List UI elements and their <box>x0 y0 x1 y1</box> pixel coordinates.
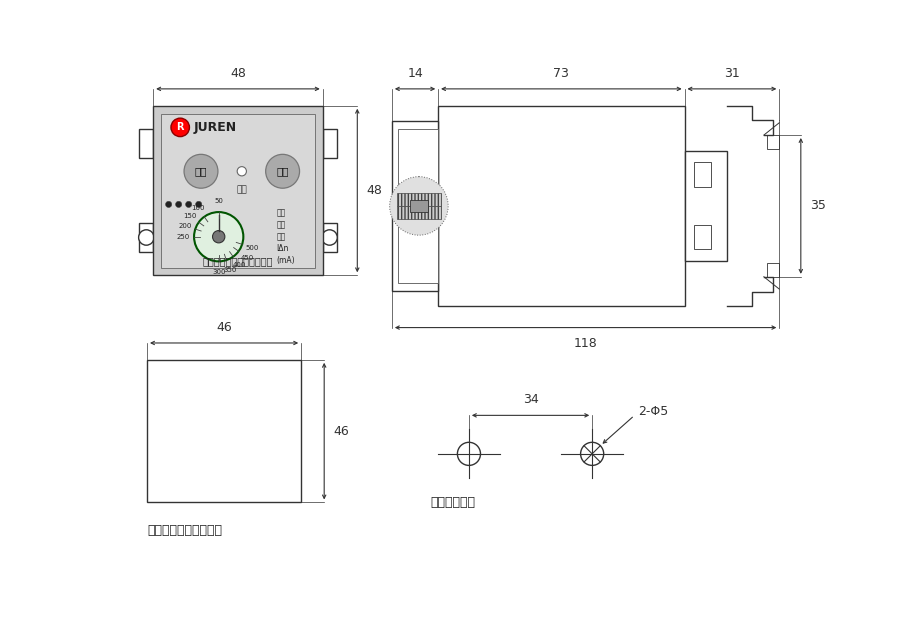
Text: 嵌入式面板开孔尺寸图: 嵌入式面板开孔尺寸图 <box>147 524 222 537</box>
Bar <box>438 106 685 306</box>
Text: 上海聚仁电力科技有限公司: 上海聚仁电力科技有限公司 <box>202 256 274 266</box>
Text: 73: 73 <box>554 66 570 80</box>
Circle shape <box>390 177 448 235</box>
Circle shape <box>185 202 192 207</box>
Text: 46: 46 <box>333 425 349 438</box>
Bar <box>140 223 153 252</box>
Text: 300: 300 <box>212 269 225 275</box>
Bar <box>397 193 441 206</box>
Text: 250: 250 <box>176 234 190 240</box>
Bar <box>398 129 438 283</box>
Text: 400: 400 <box>233 262 247 269</box>
Bar <box>153 106 322 275</box>
Bar <box>410 200 428 212</box>
Text: 动作: 动作 <box>237 185 248 194</box>
Circle shape <box>457 442 481 465</box>
Text: 试验: 试验 <box>276 167 289 176</box>
Text: JUREN: JUREN <box>194 121 238 134</box>
Circle shape <box>195 202 202 207</box>
Bar <box>685 151 727 261</box>
Circle shape <box>194 212 243 262</box>
Text: 200: 200 <box>178 223 192 229</box>
Bar <box>694 225 711 249</box>
Bar <box>767 263 779 277</box>
Circle shape <box>212 230 225 243</box>
Text: 2-Φ5: 2-Φ5 <box>638 405 669 418</box>
Text: 34: 34 <box>523 393 538 406</box>
Bar <box>397 206 441 219</box>
Circle shape <box>266 154 300 188</box>
Text: 150: 150 <box>184 213 197 219</box>
Text: 50: 50 <box>214 198 223 204</box>
Text: 14: 14 <box>407 66 423 80</box>
Circle shape <box>238 167 247 176</box>
Text: 48: 48 <box>366 184 382 197</box>
Text: 450: 450 <box>240 255 254 260</box>
Bar <box>392 121 438 291</box>
Bar <box>140 129 153 158</box>
Text: 35: 35 <box>810 200 826 212</box>
Circle shape <box>171 118 189 137</box>
Text: 118: 118 <box>573 337 598 350</box>
Bar <box>322 223 337 252</box>
Text: 复位: 复位 <box>194 167 207 176</box>
Circle shape <box>184 154 218 188</box>
Text: 31: 31 <box>724 66 740 80</box>
Text: 固定式尺寸图: 固定式尺寸图 <box>430 496 475 509</box>
Text: 100: 100 <box>191 205 204 211</box>
Bar <box>767 135 779 149</box>
Text: 46: 46 <box>216 321 232 334</box>
Bar <box>694 163 711 187</box>
Text: 48: 48 <box>230 66 246 80</box>
Text: R: R <box>176 122 184 132</box>
Bar <box>322 129 337 158</box>
Circle shape <box>176 202 182 207</box>
Circle shape <box>166 202 172 207</box>
Bar <box>161 114 315 267</box>
Text: 500: 500 <box>246 244 259 251</box>
Circle shape <box>322 230 338 245</box>
Text: 漏电
动作
电流
IΔn
(mA): 漏电 动作 电流 IΔn (mA) <box>276 209 295 265</box>
Circle shape <box>139 230 154 245</box>
Text: 350: 350 <box>223 267 237 274</box>
Bar <box>147 360 302 502</box>
Circle shape <box>580 442 604 465</box>
